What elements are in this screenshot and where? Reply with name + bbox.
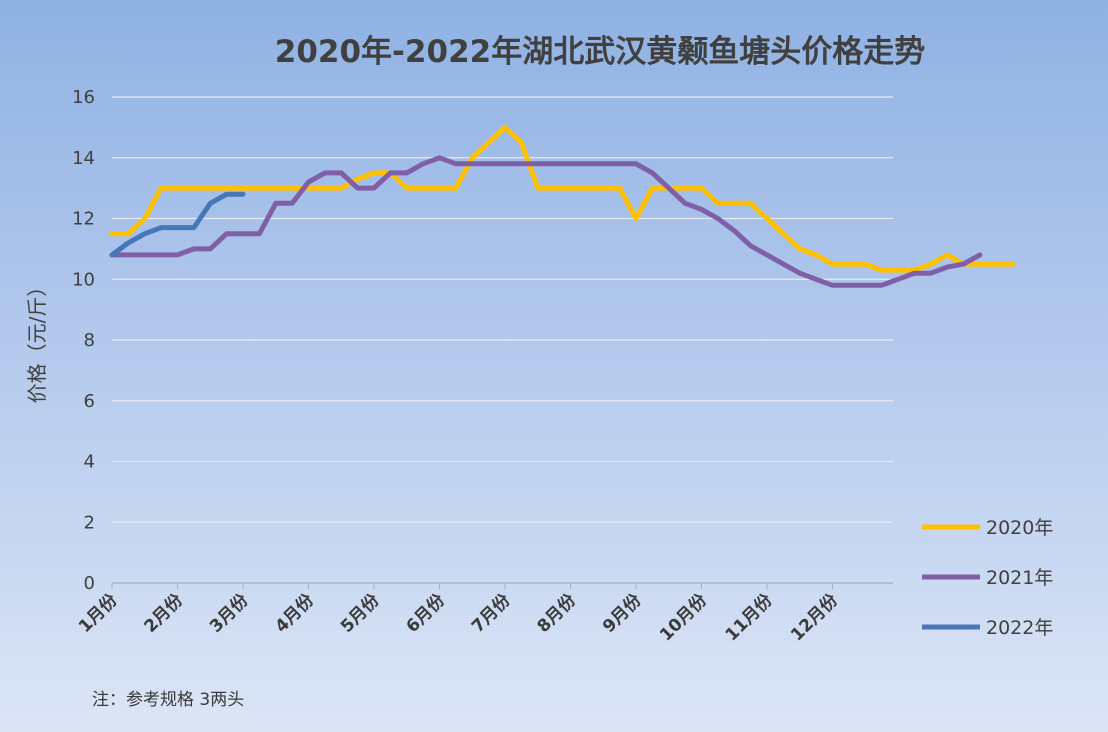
y-tick-label: 6: [84, 391, 95, 412]
x-tick-label: 9月份: [598, 589, 646, 637]
legend: 2020年 2021年 2022年: [922, 517, 1053, 639]
y-tick-label: 4: [84, 452, 95, 473]
x-tick-label: 5月份: [336, 589, 384, 637]
x-tick-label: 11月份: [721, 589, 777, 645]
series-line-2: [109, 155, 983, 288]
series-lines: [109, 124, 1016, 288]
y-tick-label: 0: [84, 573, 95, 594]
y-tick-label: 8: [84, 330, 95, 351]
x-tick-label: 7月份: [467, 589, 515, 637]
chart-title: 2020年-2022年湖北武汉黄颡鱼塘头价格走势: [275, 34, 925, 70]
x-tick-label: 10月份: [655, 589, 711, 645]
legend-label: 2021年: [986, 567, 1053, 589]
legend-label: 2022年: [986, 617, 1053, 639]
x-tick-label: 3月份: [205, 589, 253, 637]
y-tick-label: 2: [84, 512, 95, 533]
x-axis-ticks: 1月份 2月份 3月份 4月份 5月份 6月份 7月份 8月份 9月份 10月份 11月份 12月份: [74, 583, 843, 645]
y-tick-label: 10: [72, 269, 95, 290]
y-axis-ticks: 0 2 4 6 8 10 12 14 16: [72, 87, 95, 594]
series-line-3: [109, 191, 246, 258]
gridlines: [112, 96, 893, 584]
x-tick-label: 2月份: [140, 589, 188, 637]
y-tick-label: 14: [72, 148, 95, 169]
legend-label: 2020年: [986, 517, 1053, 539]
y-tick-label: 16: [72, 87, 95, 108]
series-line-1: [109, 124, 1016, 273]
x-tick-label: 12月份: [786, 589, 842, 645]
chart-note: 注：参考规格 3两头: [92, 690, 244, 710]
x-tick-label: 1月份: [74, 589, 122, 637]
y-tick-label: 12: [72, 209, 95, 230]
y-axis-label: 价格（元/斤）: [25, 277, 49, 404]
x-tick-label: 4月份: [271, 589, 319, 637]
x-tick-label: 6月份: [402, 589, 450, 637]
x-tick-label: 8月份: [533, 589, 581, 637]
